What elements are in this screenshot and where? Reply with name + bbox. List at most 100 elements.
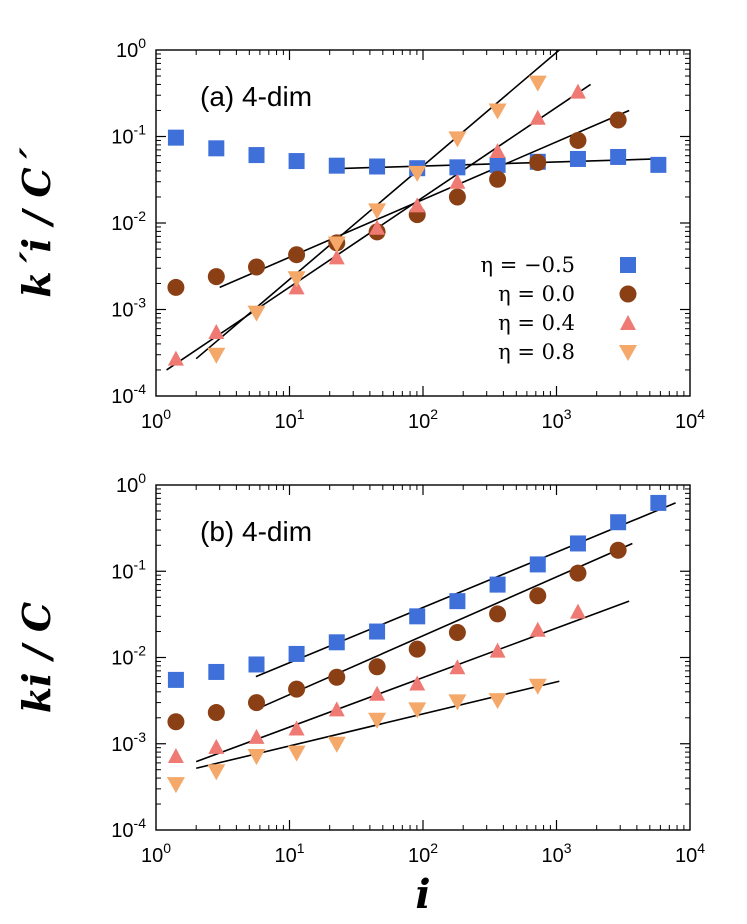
data-point	[248, 147, 265, 164]
data-point	[569, 150, 586, 167]
data-point	[610, 148, 627, 165]
data-point	[609, 111, 627, 129]
data-point	[288, 720, 305, 736]
series	[167, 83, 586, 366]
data-point	[288, 645, 305, 662]
data-point	[288, 246, 306, 264]
x-tick-label: 104	[675, 406, 705, 433]
y-tick-label: 10-3	[111, 729, 146, 756]
data-point	[408, 640, 426, 658]
y-axis-label: k´i / C´	[14, 147, 59, 297]
data-area	[166, 494, 676, 794]
data-point	[448, 131, 467, 148]
x-tick-label: 103	[541, 406, 571, 433]
panel-title: (a) 4-dim	[200, 81, 312, 112]
fit-line	[255, 542, 633, 711]
data-point	[368, 658, 386, 676]
y-tick-label: 10-3	[111, 295, 146, 322]
series	[207, 75, 547, 364]
y-axis-label: ki / C	[14, 602, 59, 713]
series	[166, 678, 547, 794]
data-point	[369, 685, 386, 701]
data-point	[529, 109, 546, 125]
data-point	[327, 236, 346, 253]
panel-title: (b) 4-dim	[200, 516, 312, 547]
data-point	[167, 129, 184, 146]
data-point	[448, 694, 467, 711]
data-point	[207, 704, 225, 722]
data-point	[409, 675, 426, 691]
data-point	[368, 712, 387, 729]
data-point	[610, 514, 627, 531]
data-point	[369, 623, 386, 640]
data-point	[369, 158, 386, 175]
data-point	[448, 188, 466, 206]
data-point	[569, 535, 586, 552]
data-point	[207, 347, 226, 364]
data-point	[449, 593, 466, 610]
data-point	[569, 603, 586, 619]
fit-line	[255, 502, 676, 678]
x-axis-label: i	[415, 871, 430, 918]
data-point	[489, 605, 507, 623]
data-point	[208, 140, 225, 157]
data-point	[529, 587, 547, 605]
data-point	[248, 656, 265, 673]
legend-marker	[619, 345, 637, 361]
data-point	[167, 350, 184, 366]
legend-marker	[620, 315, 636, 330]
x-tick-label: 101	[274, 406, 304, 433]
data-point	[328, 701, 345, 717]
data-point	[208, 663, 225, 680]
data-point	[248, 694, 266, 712]
data-point	[650, 156, 667, 173]
data-point	[369, 219, 386, 235]
data-point	[528, 75, 547, 92]
data-point	[449, 159, 466, 176]
data-point	[528, 678, 547, 695]
y-tick-label: 10-1	[111, 122, 146, 149]
data-point	[569, 131, 587, 149]
panel-a: 100 101 102 103 104 10-4 10-3 10-2 10-1 100 (a) 4-…	[14, 35, 705, 433]
y-tick-label: 10-2	[111, 643, 146, 670]
legend-label: η = −0.5	[480, 253, 575, 277]
data-point	[247, 305, 266, 322]
x-tick-label: 100	[141, 840, 171, 867]
legend: η = −0.5 η = 0.0 η = 0.4 η = 0.8	[480, 253, 637, 364]
data-point	[167, 748, 184, 764]
fit-line	[195, 600, 630, 763]
data-point	[489, 642, 506, 658]
panel-b: 100 101 102 103 104 10-4 10-3 10-2 10-1 100 (b) 4-…	[14, 470, 705, 918]
data-point	[208, 323, 225, 339]
series	[167, 603, 586, 764]
y-tick-label: 10-1	[111, 556, 146, 583]
data-point	[328, 157, 345, 174]
data-point	[609, 541, 627, 559]
data-point	[328, 668, 346, 686]
data-point	[167, 713, 185, 731]
data-point	[449, 659, 466, 675]
data-point	[167, 671, 184, 688]
data-point	[529, 556, 546, 573]
data-point	[208, 738, 225, 754]
y-tick-label: 10-2	[111, 208, 146, 235]
legend-marker	[619, 285, 637, 303]
data-point	[327, 736, 346, 753]
data-point	[167, 278, 185, 296]
data-point	[368, 203, 387, 220]
y-tick-label: 100	[116, 35, 146, 62]
y-tick-label: 10-4	[111, 381, 146, 408]
data-point	[409, 608, 426, 625]
x-tick-label: 101	[274, 840, 304, 867]
data-point	[248, 728, 265, 744]
data-point	[569, 83, 586, 99]
data-point	[248, 258, 266, 276]
data-point	[328, 634, 345, 651]
data-area	[166, 50, 667, 371]
data-point	[488, 103, 507, 120]
y-tick-label: 10-4	[111, 815, 146, 842]
legend-label: η = 0.0	[498, 282, 575, 306]
x-tick-label: 104	[675, 840, 705, 867]
series	[167, 494, 667, 688]
